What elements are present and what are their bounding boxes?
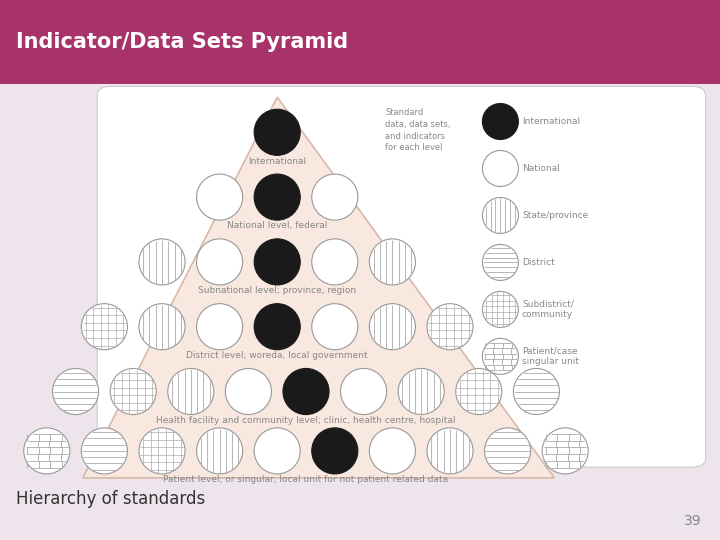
Ellipse shape (53, 368, 99, 415)
Ellipse shape (398, 368, 444, 415)
Text: International: International (522, 117, 580, 126)
Ellipse shape (24, 428, 70, 474)
Text: Indicator/Data Sets Pyramid: Indicator/Data Sets Pyramid (16, 32, 348, 52)
Ellipse shape (225, 368, 271, 415)
Ellipse shape (482, 292, 518, 327)
Bar (0, 0, 720, 84)
Ellipse shape (312, 239, 358, 285)
Ellipse shape (482, 245, 518, 280)
Ellipse shape (81, 428, 127, 474)
Text: District: District (522, 258, 554, 267)
Ellipse shape (427, 303, 473, 350)
Ellipse shape (254, 174, 300, 220)
Ellipse shape (542, 428, 588, 474)
Ellipse shape (485, 428, 531, 474)
Ellipse shape (139, 303, 185, 350)
Ellipse shape (369, 428, 415, 474)
Ellipse shape (197, 428, 243, 474)
Ellipse shape (139, 239, 185, 285)
Ellipse shape (168, 368, 214, 415)
Ellipse shape (283, 368, 329, 415)
Ellipse shape (197, 239, 243, 285)
Ellipse shape (482, 151, 518, 186)
Text: District level; woreda, local government: District level; woreda, local government (186, 351, 368, 360)
Ellipse shape (254, 239, 300, 285)
Ellipse shape (456, 368, 502, 415)
Ellipse shape (482, 339, 518, 374)
Ellipse shape (110, 368, 156, 415)
Text: Subnational level; province, region: Subnational level; province, region (198, 286, 356, 295)
Text: Health facility and community level; clinic, health centre, hospital: Health facility and community level; cli… (156, 416, 456, 425)
Ellipse shape (312, 303, 358, 350)
Ellipse shape (254, 109, 300, 156)
Ellipse shape (81, 303, 127, 350)
Text: 39: 39 (685, 514, 702, 528)
Text: Patient/case
singular unit: Patient/case singular unit (522, 346, 579, 367)
Text: International: International (248, 157, 306, 166)
Ellipse shape (513, 368, 559, 415)
Text: Standard
data, data sets,
and indicators
for each level: Standard data, data sets, and indicators… (385, 108, 451, 152)
Ellipse shape (369, 239, 415, 285)
Ellipse shape (254, 428, 300, 474)
Text: State/province: State/province (522, 211, 588, 220)
Ellipse shape (369, 303, 415, 350)
Text: National level, federal: National level, federal (227, 221, 328, 231)
Text: National: National (522, 164, 560, 173)
Ellipse shape (139, 428, 185, 474)
Ellipse shape (254, 303, 300, 350)
Ellipse shape (312, 174, 358, 220)
Ellipse shape (312, 428, 358, 474)
Ellipse shape (482, 198, 518, 233)
Ellipse shape (427, 428, 473, 474)
Polygon shape (83, 97, 554, 478)
Ellipse shape (341, 368, 387, 415)
Text: Patient level; or singular, local unit for not patient related data: Patient level; or singular, local unit f… (163, 475, 449, 484)
Text: Hierarchy of standards: Hierarchy of standards (16, 490, 205, 509)
Text: Subdistrict/
community: Subdistrict/ community (522, 299, 574, 320)
Ellipse shape (197, 174, 243, 220)
Ellipse shape (197, 303, 243, 350)
Ellipse shape (482, 104, 518, 139)
FancyBboxPatch shape (97, 86, 706, 467)
